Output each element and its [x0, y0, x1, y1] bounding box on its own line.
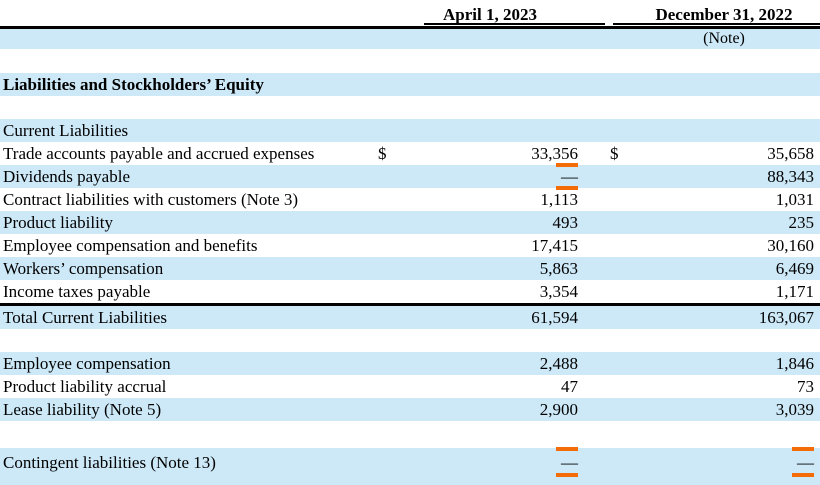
orange-marker	[556, 447, 578, 451]
orange-marker	[556, 185, 578, 190]
value-december: 30,160	[767, 235, 814, 255]
value-april: 61,594	[531, 307, 578, 327]
row-label: Total Current Liabilities	[3, 307, 168, 327]
orange-marker	[556, 162, 578, 167]
value-april: 17,415	[531, 235, 578, 255]
value-april: 5,863	[539, 258, 578, 278]
value-december: 3,039	[775, 399, 814, 419]
row-label: Employee compensation and benefits	[3, 235, 258, 255]
row-label: Product liability	[3, 212, 114, 232]
section-title: Liabilities and Stockholders’ Equity	[3, 74, 264, 94]
column-header-april: April 1, 2023	[443, 5, 537, 24]
header-spacer	[814, 11, 820, 15]
table-row: Employee compensation 2,488 1,846	[0, 352, 820, 375]
header-spacer	[0, 11, 378, 15]
value-april: 33,356	[402, 144, 578, 167]
row-label: Contingent liabilities (Note 13)	[3, 453, 216, 472]
row-label: Product liability accrual	[3, 376, 167, 396]
dollar-sign: $	[378, 143, 387, 163]
december-header-underline	[613, 23, 820, 25]
table-row: Total Current Liabilities 61,594 163,067	[0, 306, 820, 329]
note-label: (Note)	[703, 30, 745, 47]
orange-marker	[792, 473, 814, 477]
section-title-row: Liabilities and Stockholders’ Equity	[0, 73, 820, 96]
value-december: 73	[797, 376, 814, 396]
table-row: Dividends payable — 88,343	[0, 165, 820, 190]
nil-dash: —	[561, 453, 578, 472]
value-april: 2,900	[539, 399, 578, 419]
value-december: 6,469	[775, 258, 814, 278]
spacer	[0, 96, 820, 119]
value-april: —	[402, 166, 578, 190]
table-row: Trade accounts payable and accrued expen…	[0, 142, 820, 167]
table-row: Current Liabilities	[0, 119, 820, 142]
value-april: 1,113	[540, 189, 578, 209]
table-row: Workers’ compensation 5,863 6,469	[0, 257, 820, 280]
row-label: Income taxes payable	[3, 281, 151, 301]
value-december: —	[634, 447, 814, 477]
table-row: Income taxes payable 3,354 1,171	[0, 280, 820, 303]
table-row: Contract liabilities with customers (Not…	[0, 188, 820, 211]
row-label: Workers’ compensation	[3, 258, 164, 278]
header-spacer	[610, 11, 634, 15]
row-label: Lease liability (Note 5)	[3, 399, 162, 419]
value-december: 35,658	[767, 143, 814, 163]
row-label: Employee compensation	[3, 353, 171, 373]
value-december: 163,067	[758, 307, 814, 327]
table-row: Product liability accrual 47 73	[0, 375, 820, 398]
nil-dash: —	[797, 453, 814, 472]
spacer	[0, 329, 820, 352]
spacer	[0, 421, 820, 448]
header-spacer	[578, 11, 610, 15]
table-row: Contingent liabilities (Note 13) — —	[0, 447, 820, 485]
header-spacer	[378, 11, 402, 15]
row-label: Dividends payable	[3, 166, 130, 186]
value-april: 2,488	[539, 353, 578, 373]
table-header-row: April 1, 2023 December 31, 2022	[0, 0, 820, 26]
value-december: 88,343	[767, 166, 814, 186]
value-april: 47	[561, 376, 578, 396]
value-december: 1,171	[775, 281, 814, 301]
note-row: (Note)	[0, 29, 820, 49]
table-row: Product liability 493 235	[0, 211, 820, 234]
row-label: Trade accounts payable and accrued expen…	[3, 143, 315, 163]
value-december: 1,846	[775, 353, 814, 373]
value-april: —	[402, 447, 578, 477]
divider-line-total	[0, 303, 820, 306]
table-row: Employee compensation and benefits 17,41…	[0, 234, 820, 257]
orange-marker	[792, 447, 814, 451]
april-header-underline	[424, 23, 605, 25]
row-label: Current Liabilities	[3, 120, 129, 140]
value-april: 3,354	[539, 281, 578, 301]
value-april: 493	[552, 212, 579, 232]
nil-dash: —	[561, 166, 578, 186]
row-label: Contract liabilities with customers (Not…	[3, 189, 299, 209]
spacer	[0, 49, 820, 73]
column-header-december: December 31, 2022	[655, 5, 793, 24]
dollar-sign: $	[610, 143, 619, 163]
orange-marker	[556, 473, 578, 477]
divider-line-top	[0, 26, 820, 29]
table-row: Lease liability (Note 5) 2,900 3,039	[0, 398, 820, 421]
value-december: 235	[788, 212, 815, 232]
value-december: 1,031	[775, 189, 814, 209]
